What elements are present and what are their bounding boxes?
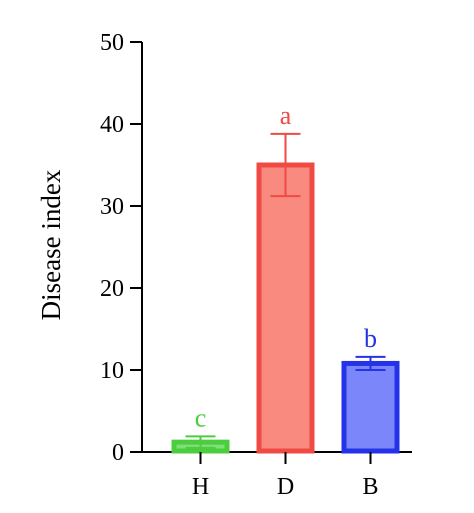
plot-area: 0 10 20 30 40 50 Hc Da Bb — [100, 30, 412, 500]
y-tick-label: 50 — [100, 30, 124, 56]
significance-label-H: c — [195, 403, 207, 432]
y-tick-label: 10 — [100, 358, 124, 384]
significance-label-B: b — [364, 324, 377, 353]
x-tick-label: D — [277, 474, 294, 500]
x-tick-label: H — [192, 474, 209, 500]
y-axis-title: Disease index — [36, 169, 66, 320]
y-tick-label: 40 — [100, 112, 124, 138]
x-tick-label: B — [362, 474, 378, 500]
bar-D — [256, 162, 315, 454]
y-tick-label: 0 — [112, 440, 124, 466]
y-tick-label: 20 — [100, 276, 124, 302]
y-tick-label: 30 — [100, 194, 124, 220]
bar-B — [341, 360, 400, 454]
significance-label-D: a — [280, 101, 292, 130]
